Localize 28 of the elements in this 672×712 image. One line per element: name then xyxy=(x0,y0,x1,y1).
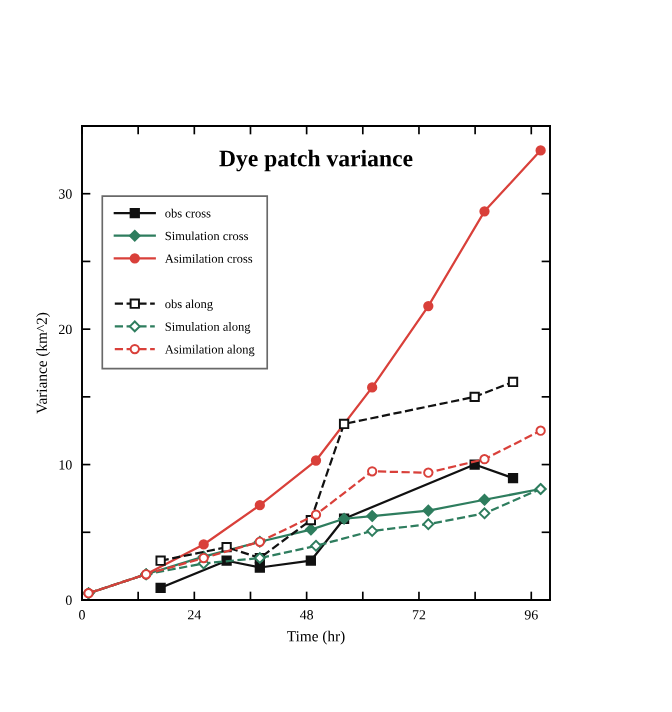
point xyxy=(422,518,435,531)
point xyxy=(366,510,379,522)
point xyxy=(366,525,379,537)
point xyxy=(155,582,166,593)
text: Dye patch variance xyxy=(219,149,413,172)
point xyxy=(507,472,519,484)
point xyxy=(423,300,434,312)
point xyxy=(338,418,350,430)
point xyxy=(535,145,546,156)
point xyxy=(155,555,166,566)
point xyxy=(478,493,491,506)
point xyxy=(507,376,519,388)
point xyxy=(478,507,491,520)
point xyxy=(310,455,322,466)
point xyxy=(310,539,322,552)
point xyxy=(479,454,490,465)
point xyxy=(254,500,265,511)
point xyxy=(479,206,490,217)
point xyxy=(367,382,378,393)
point xyxy=(535,425,546,436)
point xyxy=(422,504,435,517)
point xyxy=(423,467,434,478)
point xyxy=(254,562,265,573)
point xyxy=(469,391,480,402)
point xyxy=(305,555,316,566)
point xyxy=(310,509,322,520)
point xyxy=(367,466,378,477)
point xyxy=(198,539,209,550)
